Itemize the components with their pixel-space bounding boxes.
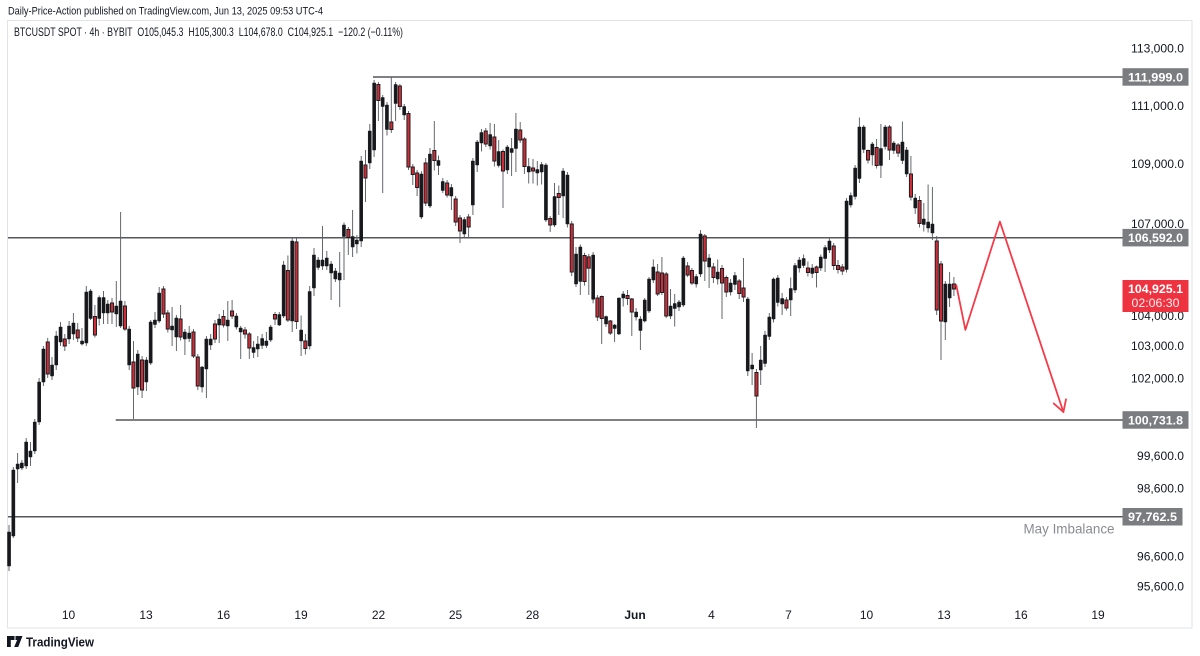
svg-text:25: 25 — [449, 608, 463, 622]
svg-text:16: 16 — [217, 608, 231, 622]
svg-text:10: 10 — [860, 608, 874, 622]
svg-text:Jun: Jun — [624, 608, 645, 622]
svg-text:02:06:30: 02:06:30 — [1132, 296, 1180, 310]
svg-text:19: 19 — [294, 608, 308, 622]
svg-text:113,000.0: 113,000.0 — [1131, 42, 1184, 56]
svg-text:104,925.1: 104,925.1 — [1128, 282, 1183, 296]
svg-text:19: 19 — [1091, 608, 1105, 622]
svg-text:99,600.0: 99,600.0 — [1137, 449, 1184, 463]
svg-text:7: 7 — [785, 608, 792, 622]
svg-text:100,731.8: 100,731.8 — [1128, 413, 1183, 427]
svg-text:109,000.0: 109,000.0 — [1131, 157, 1184, 171]
svg-text:97,762.5: 97,762.5 — [1128, 510, 1177, 524]
svg-text:10: 10 — [62, 608, 76, 622]
svg-text:16: 16 — [1014, 608, 1028, 622]
svg-text:4: 4 — [708, 608, 715, 622]
svg-text:104,000.0: 104,000.0 — [1131, 309, 1184, 323]
svg-text:96,600.0: 96,600.0 — [1137, 550, 1184, 564]
svg-text:BTCUSDT SPOT · 4h · BYBIT O10: BTCUSDT SPOT · 4h · BYBIT O105,045.3 H10… — [14, 25, 403, 39]
svg-text:111,999.0: 111,999.0 — [1128, 70, 1183, 84]
svg-text:TradingView: TradingView — [26, 636, 94, 650]
svg-text:13: 13 — [937, 608, 951, 622]
svg-text:102,000.0: 102,000.0 — [1131, 372, 1184, 386]
svg-text:13: 13 — [139, 608, 153, 622]
svg-text:Daily-Price-Action published o: Daily-Price-Action published on TradingV… — [8, 6, 323, 18]
svg-text:95,600.0: 95,600.0 — [1137, 580, 1184, 594]
svg-text:106,592.0: 106,592.0 — [1128, 231, 1183, 245]
svg-text:98,600.0: 98,600.0 — [1137, 482, 1184, 496]
svg-text:28: 28 — [526, 608, 540, 622]
svg-text:107,000.0: 107,000.0 — [1131, 217, 1184, 231]
svg-text:22: 22 — [372, 608, 386, 622]
svg-text:May Imbalance: May Imbalance — [1024, 521, 1115, 537]
svg-text:103,000.0: 103,000.0 — [1131, 339, 1184, 353]
svg-text:111,000.0: 111,000.0 — [1131, 99, 1184, 113]
